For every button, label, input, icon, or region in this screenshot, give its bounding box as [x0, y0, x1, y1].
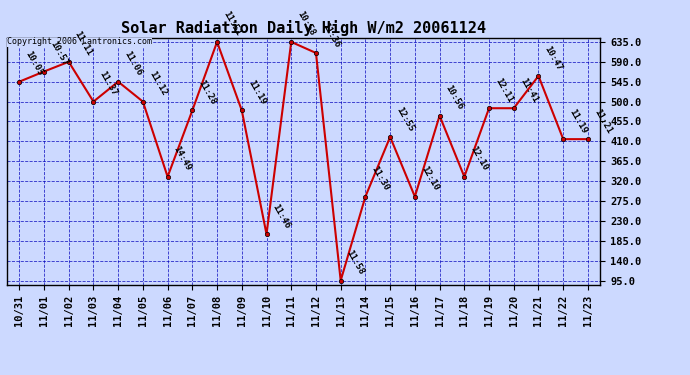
Point [484, 105, 495, 111]
Text: 12:10: 12:10 [469, 145, 490, 172]
Point [384, 134, 395, 140]
Point [236, 107, 247, 113]
Text: Copyright 2006 Lantronics.com: Copyright 2006 Lantronics.com [7, 38, 152, 46]
Text: 11:11: 11:11 [73, 30, 94, 58]
Point [212, 39, 223, 45]
Text: 11:58: 11:58 [345, 249, 366, 276]
Text: 10:56: 10:56 [444, 84, 465, 111]
Point [409, 194, 420, 200]
Title: Solar Radiation Daily High W/m2 20061124: Solar Radiation Daily High W/m2 20061124 [121, 20, 486, 36]
Text: 12:55: 12:55 [394, 105, 415, 133]
Point [261, 231, 272, 237]
Point [459, 174, 470, 180]
Point [187, 107, 198, 113]
Point [533, 73, 544, 79]
Point [582, 136, 593, 142]
Text: 10:58: 10:58 [295, 10, 317, 38]
Text: 11:21: 11:21 [592, 107, 613, 135]
Text: 11:19: 11:19 [567, 107, 589, 135]
Text: 12:10: 12:10 [419, 165, 440, 192]
Text: 10:47: 10:47 [542, 44, 564, 72]
Point [39, 69, 50, 75]
Point [335, 278, 346, 284]
Text: 11:12: 11:12 [147, 70, 168, 98]
Point [286, 39, 297, 45]
Point [310, 50, 322, 56]
Point [509, 105, 520, 111]
Text: 11:51: 11:51 [221, 10, 242, 38]
Text: 11:37: 11:37 [97, 70, 119, 98]
Text: 10:05: 10:05 [23, 50, 45, 78]
Point [112, 79, 124, 85]
Point [434, 113, 445, 119]
Point [162, 174, 173, 180]
Text: 11:06: 11:06 [122, 50, 144, 78]
Text: 11:28: 11:28 [197, 78, 218, 106]
Text: 11:46: 11:46 [270, 202, 292, 230]
Point [360, 194, 371, 200]
Text: 11:30: 11:30 [370, 165, 391, 192]
Text: 11:19: 11:19 [246, 78, 267, 106]
Point [63, 59, 75, 65]
Text: 11:36: 11:36 [320, 21, 342, 49]
Point [558, 136, 569, 142]
Text: 10:57: 10:57 [48, 40, 70, 68]
Point [137, 99, 148, 105]
Text: 14:49: 14:49 [172, 145, 193, 172]
Text: 12:11: 12:11 [493, 76, 515, 104]
Point [14, 79, 25, 85]
Text: 11:41: 11:41 [518, 76, 539, 104]
Point [88, 99, 99, 105]
